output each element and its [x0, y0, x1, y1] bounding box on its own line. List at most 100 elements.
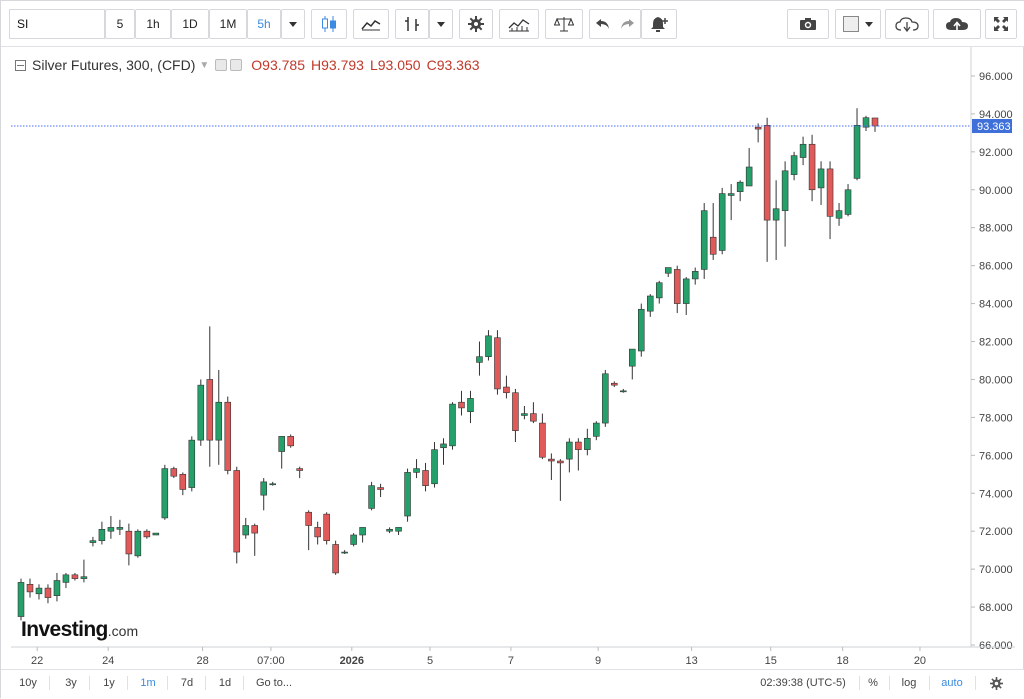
- candle-body-up: [485, 335, 492, 357]
- candle: [727, 184, 735, 221]
- settings-button[interactable]: [459, 9, 493, 39]
- indicators-icon: [508, 19, 530, 32]
- x-tick-label: 9: [595, 655, 601, 667]
- indicators-button[interactable]: [499, 9, 539, 39]
- candle-body-down: [206, 379, 214, 441]
- x-tick-label: 28: [196, 655, 208, 667]
- candle-body-up: [269, 483, 276, 486]
- interval-1m-button[interactable]: 1M: [209, 9, 247, 39]
- x-tick-label: 5: [427, 655, 433, 667]
- range-1d-button[interactable]: 1d: [218, 677, 232, 689]
- candle: [269, 481, 276, 486]
- candle: [700, 203, 708, 279]
- candle: [745, 148, 753, 187]
- candle: [134, 529, 142, 558]
- candle: [584, 428, 591, 456]
- candle-body-down: [251, 525, 258, 534]
- candle: [521, 406, 528, 420]
- utc-clock[interactable]: 02:39:38 (UTC-5): [760, 677, 846, 689]
- last-price-label: 93.363: [977, 121, 1011, 133]
- candle: [593, 421, 600, 441]
- candle: [170, 466, 178, 479]
- area-chart-icon: [361, 20, 381, 31]
- candle: [485, 330, 492, 361]
- candle: [817, 161, 825, 205]
- interval-1d-button[interactable]: 1D: [171, 9, 209, 39]
- color-theme-dropdown[interactable]: [835, 9, 881, 39]
- candle: [458, 390, 465, 416]
- interval-5h-button[interactable]: 5h: [247, 9, 281, 39]
- scale-settings-button[interactable]: [985, 673, 1007, 693]
- interval-dropdown-button[interactable]: [281, 9, 305, 39]
- add-alert-button[interactable]: [641, 9, 677, 39]
- price-axis[interactable]: 66.000 68.000 70.000 72.000 74.000 76.000 78.0…: [970, 47, 1013, 652]
- candle: [557, 459, 564, 501]
- chevron-down-icon[interactable]: ▼: [199, 59, 210, 71]
- candle: [431, 442, 438, 488]
- candle: [350, 533, 357, 547]
- candle-body-up: [862, 117, 870, 128]
- divider: [929, 676, 930, 690]
- top-toolbar: 5 1h 1D 1M 5h: [1, 1, 1024, 47]
- low-value: 93.050: [377, 57, 421, 73]
- candles-style-button[interactable]: [311, 9, 347, 39]
- candle-body-up: [368, 485, 375, 509]
- candle: [71, 572, 79, 581]
- auto-scale-toggle[interactable]: auto: [941, 677, 963, 689]
- y-tick-label: 80.000: [979, 374, 1013, 386]
- candle: [449, 402, 456, 450]
- candle: [80, 559, 88, 583]
- chart-area[interactable]: 93.363 66.000 68.000 70.000 72.000 74.000 76.…: [11, 47, 1015, 669]
- caret-down-icon: [865, 21, 873, 27]
- candle-body-up: [188, 439, 196, 488]
- go-to-date-button[interactable]: Go to...: [255, 677, 293, 689]
- candle-body-down: [332, 544, 339, 574]
- undo-icon[interactable]: [595, 18, 611, 30]
- range-3y-button[interactable]: 3y: [65, 677, 77, 689]
- candle: [116, 519, 124, 535]
- visibility-icon[interactable]: [215, 59, 228, 71]
- range-7d-button[interactable]: 7d: [180, 677, 194, 689]
- fullscreen-button[interactable]: [985, 9, 1017, 39]
- range-1m-button[interactable]: 1m: [140, 677, 156, 689]
- snapshot-button[interactable]: [787, 9, 829, 39]
- interval-5-button[interactable]: 5: [105, 9, 135, 39]
- last-price-line: 93.363: [11, 118, 1012, 133]
- log-scale-toggle[interactable]: log: [901, 677, 917, 689]
- save-chart-button[interactable]: [933, 9, 981, 39]
- time-axis[interactable]: 22 24 28 07:00 2026 5 7 9 13 15 18 20: [11, 646, 1015, 667]
- compare-button[interactable]: [545, 9, 583, 39]
- candle-body-down: [754, 126, 762, 130]
- candle-body-up: [664, 267, 672, 274]
- redo-icon[interactable]: [619, 18, 635, 30]
- candle-body-down: [377, 487, 384, 490]
- candle-body-up: [584, 437, 591, 450]
- percent-scale-toggle[interactable]: %: [868, 677, 878, 689]
- candle: [35, 584, 43, 600]
- fullscreen-icon: [994, 17, 1008, 31]
- candle: [682, 277, 690, 315]
- candle-body-up: [521, 413, 528, 416]
- candle: [368, 481, 375, 511]
- price-chart[interactable]: 93.363 66.000 68.000 70.000 72.000 74.000 76.…: [11, 47, 1015, 669]
- load-chart-button[interactable]: [885, 9, 929, 39]
- candle: [548, 453, 555, 480]
- symbol-input[interactable]: [9, 9, 105, 39]
- candle-body-down: [709, 236, 717, 255]
- range-1y-button[interactable]: 1y: [103, 677, 115, 689]
- chart-style-dropdown[interactable]: [429, 9, 453, 39]
- bars-style-button[interactable]: [395, 9, 429, 39]
- candle-body-up: [844, 189, 852, 215]
- area-style-button[interactable]: [353, 9, 389, 39]
- range-10y-button[interactable]: 10y: [19, 677, 37, 689]
- collapse-legend-icon[interactable]: [15, 59, 26, 71]
- interval-label: 1M: [219, 17, 237, 31]
- candle: [224, 396, 232, 475]
- settings-small-icon[interactable]: [230, 59, 243, 71]
- divider: [975, 676, 976, 690]
- candle-body-down: [826, 168, 834, 217]
- candle-body-up: [431, 449, 438, 485]
- interval-1h-button[interactable]: 1h: [135, 9, 171, 39]
- candle: [566, 438, 573, 473]
- candle-body-up: [161, 468, 169, 519]
